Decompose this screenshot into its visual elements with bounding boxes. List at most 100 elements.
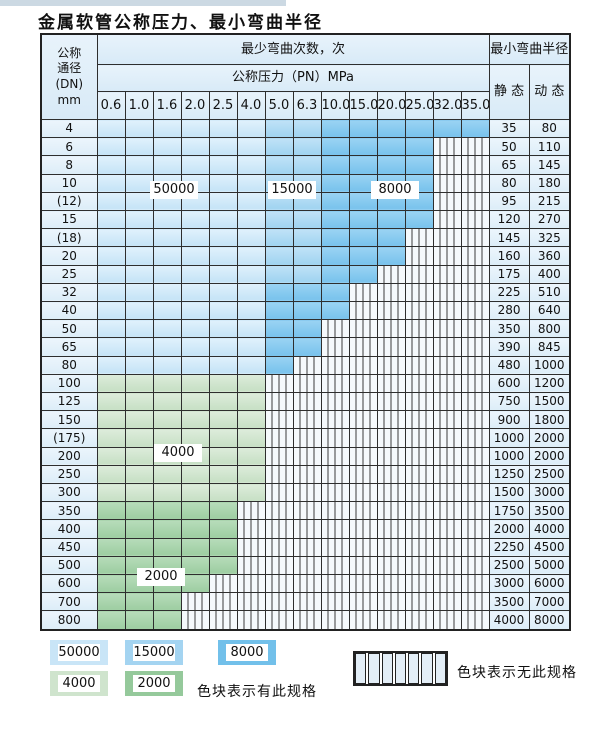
spec-zone-cell [348, 228, 378, 248]
no-spec-cell [236, 555, 266, 576]
dn-header-line: 通径 [57, 61, 82, 76]
spec-zone-cell [292, 155, 322, 175]
spec-zone-cell [320, 137, 350, 157]
spec-zone-cell [208, 428, 238, 448]
spec-zone-cell [124, 282, 154, 303]
no-spec-cell [292, 355, 322, 375]
spec-zone-cell [152, 301, 182, 321]
spec-zone-cell [208, 282, 238, 303]
spec-zone-cell [208, 264, 238, 284]
spec-zone-cell [404, 118, 434, 139]
no-spec-cell [320, 519, 350, 539]
table-row: 300 1500 3000 [40, 483, 571, 503]
spec-zone-cell [152, 264, 182, 284]
no-spec-cell [264, 537, 294, 557]
pressure-value-header: 6.3 [292, 91, 322, 120]
spec-zone-cell [96, 392, 126, 412]
spec-zone-cell [208, 464, 238, 485]
no-spec-cell [460, 446, 490, 466]
no-spec-cell [404, 501, 434, 521]
table-row: (175) 1000 2000 [40, 428, 571, 448]
spec-zone-cell [208, 501, 238, 521]
no-spec-cell [376, 428, 406, 448]
spec-zone-cell [124, 464, 154, 485]
spec-zone-cell [180, 355, 210, 375]
no-spec-cell [320, 337, 350, 357]
dynamic-radius-cell: 2000 [528, 446, 571, 466]
no-spec-cell [404, 592, 434, 612]
spec-zone-cell [348, 118, 378, 139]
static-radius-cell: 480 [488, 355, 530, 375]
no-spec-cell [404, 264, 434, 284]
table-row: 125 750 1500 [40, 392, 571, 412]
pressure-value-header: 4.0 [236, 91, 266, 120]
no-spec-cell [264, 555, 294, 576]
spec-zone-cell [152, 337, 182, 357]
pressure-value-header: 5.0 [264, 91, 294, 120]
no-spec-cell [404, 246, 434, 266]
spec-zone-cell [264, 118, 294, 139]
no-spec-cell [264, 519, 294, 539]
spec-zone-cell [236, 464, 266, 485]
spec-zone-cell [180, 392, 210, 412]
no-spec-cell [460, 428, 490, 448]
dn-cell: 40 [40, 301, 98, 321]
dn-cell: 32 [40, 282, 98, 303]
spec-zone-cell [376, 155, 406, 175]
spec-zone-cell [292, 246, 322, 266]
no-spec-cell [180, 592, 210, 612]
dn-cell: 150 [40, 410, 98, 430]
spec-zone-cell [180, 337, 210, 357]
no-spec-cell [320, 410, 350, 430]
no-spec-cell [432, 555, 462, 576]
spec-zone-cell [124, 446, 154, 466]
spec-zone-cell [236, 264, 266, 284]
spec-zone-cell [96, 137, 126, 157]
no-spec-cell [348, 483, 378, 503]
no-spec-cell [236, 574, 266, 594]
static-radius-cell: 1500 [488, 483, 530, 503]
table-row: 800 4000 8000 [40, 610, 571, 631]
static-radius-cell: 1000 [488, 428, 530, 448]
spec-zone-cell [96, 574, 126, 594]
spec-zone-cell [320, 155, 350, 175]
no-spec-cell [432, 355, 462, 375]
no-spec-cell [432, 392, 462, 412]
zone-cycle-label: 4000 [154, 444, 202, 462]
spec-zone-cell [292, 228, 322, 248]
no-spec-cell [376, 264, 406, 284]
no-spec-cell [460, 210, 490, 230]
dynamic-radius-cell: 110 [528, 137, 571, 157]
no-spec-cell [376, 555, 406, 576]
spec-zone-cell [320, 173, 350, 193]
pressure-value-header: 20.0 [376, 91, 406, 120]
no-spec-cell [432, 282, 462, 303]
legend-swatch-label: 15000 [133, 644, 175, 661]
static-radius-cell: 120 [488, 210, 530, 230]
no-spec-cell [432, 592, 462, 612]
spec-zone-cell [180, 155, 210, 175]
no-spec-cell [460, 537, 490, 557]
no-spec-cell [292, 519, 322, 539]
dn-cell: 80 [40, 355, 98, 375]
no-spec-cell [376, 483, 406, 503]
spec-zone-cell [96, 210, 126, 230]
legend-swatch-label: 50000 [58, 644, 100, 661]
spec-zone-cell [96, 519, 126, 539]
spec-zone-cell [152, 246, 182, 266]
dn-cell: 8 [40, 155, 98, 175]
no-spec-cell [432, 373, 462, 394]
dynamic-radius-cell: 215 [528, 191, 571, 212]
dynamic-radius-cell: 640 [528, 301, 571, 321]
no-spec-cell [348, 610, 378, 631]
legend-no-spec-cell [394, 653, 407, 684]
no-spec-cell [432, 446, 462, 466]
spec-table: 公称 通径 (DN) mm 最少弯曲次数，次 最小弯曲半径 公称压力（PN）MP… [40, 33, 572, 631]
dn-cell: 15 [40, 210, 98, 230]
no-spec-cell [208, 610, 238, 631]
static-radius-cell: 95 [488, 191, 530, 212]
no-spec-cell [348, 337, 378, 357]
legend-no-spec-cell [408, 653, 420, 684]
min-bend-radius-header: 最小弯曲半径 [488, 33, 571, 65]
no-spec-cell [264, 373, 294, 394]
